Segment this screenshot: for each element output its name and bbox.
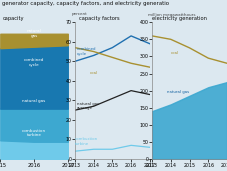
Text: million megawatthours: million megawatthours — [148, 13, 196, 17]
Text: combined
cycle: combined cycle — [77, 47, 96, 56]
Text: capacity factors: capacity factors — [79, 16, 120, 21]
Text: coal: coal — [90, 71, 98, 75]
Text: percent: percent — [71, 12, 87, 16]
Text: natural gas: natural gas — [22, 99, 46, 103]
Text: electricity generation: electricity generation — [152, 16, 207, 21]
Text: combustion
turbine: combustion turbine — [22, 129, 46, 137]
Text: natural
gas: natural gas — [27, 29, 41, 38]
Text: combined
cycle: combined cycle — [24, 58, 44, 67]
Text: generator capacity, capacity factors, and electricity generatio: generator capacity, capacity factors, an… — [2, 1, 169, 6]
Text: natural gas
average: natural gas average — [77, 102, 99, 110]
Text: coal: coal — [171, 51, 179, 55]
Text: capacity: capacity — [2, 16, 24, 21]
Text: natural gas: natural gas — [167, 90, 189, 94]
Text: combustion
turbine: combustion turbine — [75, 137, 98, 146]
